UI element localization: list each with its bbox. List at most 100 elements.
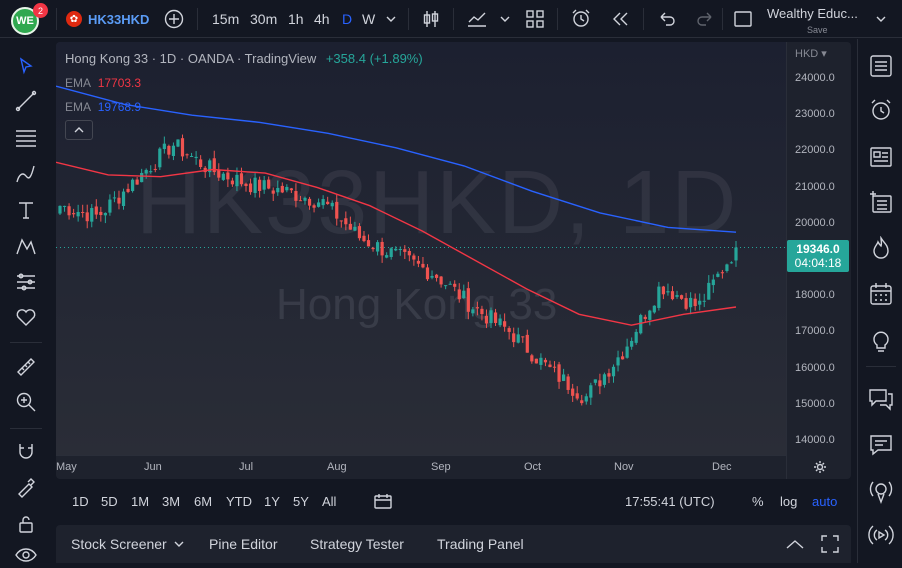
alarm-clock-icon[interactable] [867, 96, 895, 124]
chevron-down-icon[interactable] [876, 0, 886, 38]
candle-body [385, 255, 389, 258]
candle-body [321, 199, 325, 206]
ema-slow-legend[interactable]: EMA 19768.9 [65, 100, 141, 114]
ema-fast-legend[interactable]: EMA 17703.3 [65, 76, 141, 90]
chats-icon[interactable] [867, 385, 895, 413]
news-icon[interactable] [867, 143, 895, 171]
layout-name[interactable]: Wealthy Educ... [767, 5, 858, 21]
log-toggle[interactable]: log [780, 493, 798, 509]
fullscreen-icon[interactable] [733, 0, 753, 38]
candle-body [353, 226, 357, 231]
candle-body [140, 172, 144, 183]
interval-30m[interactable]: 30m [250, 11, 278, 27]
maximize-icon[interactable] [821, 525, 839, 563]
pattern-icon[interactable] [13, 233, 39, 259]
alert-icon[interactable] [570, 0, 592, 38]
interval-1h[interactable]: 1h [288, 11, 304, 27]
candle-body [244, 183, 248, 187]
plot-area[interactable] [56, 42, 786, 455]
tab-pine-editor[interactable]: Pine Editor [209, 536, 278, 552]
fib-retracement-icon[interactable] [13, 125, 39, 151]
auto-toggle[interactable]: auto [812, 493, 838, 509]
save-label[interactable]: Save [807, 25, 828, 35]
last-price-label: 19346.0 04:04:18 [787, 240, 849, 272]
interval-d[interactable]: D [342, 11, 353, 27]
indicators-icon[interactable] [466, 0, 488, 38]
collapse-legend-button[interactable] [65, 120, 93, 140]
candle-body [625, 346, 629, 358]
range-ytd[interactable]: YTD [226, 493, 252, 509]
candles-icon[interactable] [421, 0, 441, 38]
candlestick-chart[interactable] [56, 42, 786, 455]
chevron-up-icon[interactable] [786, 525, 804, 563]
range-3m[interactable]: 3M [162, 493, 181, 509]
symbol-search[interactable]: HK33HKD [88, 11, 150, 27]
utc-clock[interactable]: 17:55:41 (UTC) [625, 493, 715, 509]
date-range-icon[interactable] [374, 481, 392, 521]
watchlist-icon[interactable] [867, 52, 895, 80]
chevron-down-icon[interactable] [500, 0, 510, 38]
price-tick-label: 24000.0 [795, 72, 835, 84]
settings-icon[interactable] [813, 460, 827, 479]
range-6m[interactable]: 6M [194, 493, 213, 509]
data-window-icon[interactable] [867, 189, 895, 217]
streams-icon[interactable] [867, 477, 895, 505]
prediction-icon[interactable] [13, 269, 39, 295]
trend-line-icon[interactable] [13, 88, 39, 114]
tab-stock-screener[interactable]: Stock Screener [71, 536, 167, 552]
candle-body [475, 307, 479, 309]
candle-body [135, 179, 139, 185]
candle-body [194, 156, 198, 159]
add-symbol-button[interactable] [164, 0, 184, 38]
range-1d[interactable]: 1D [72, 493, 89, 509]
notification-badge: 2 [33, 3, 48, 18]
candle-body [557, 364, 561, 382]
lock-icon[interactable] [13, 511, 39, 537]
layout-grid-icon[interactable] [525, 0, 545, 38]
replay-icon[interactable] [610, 0, 630, 38]
messages-icon[interactable] [867, 431, 895, 459]
ema-label: EMA [65, 100, 91, 114]
broadcast-icon[interactable] [867, 521, 895, 549]
redo-icon[interactable] [695, 0, 715, 38]
text-icon[interactable] [13, 197, 39, 223]
percent-toggle[interactable]: % [752, 493, 764, 509]
eye-icon[interactable] [13, 542, 39, 568]
tab-strategy-tester[interactable]: Strategy Tester [310, 536, 404, 552]
cursor-icon[interactable] [13, 53, 39, 79]
chart-pane[interactable]: HK33HKD, 1D Hong Kong 33 Hong Kong 33 · … [56, 42, 851, 479]
month-label: Sep [431, 461, 451, 473]
chevron-down-icon[interactable] [386, 0, 396, 38]
ema-label: EMA [65, 76, 91, 90]
candle-body [711, 279, 715, 286]
ideas-lightbulb-icon[interactable] [867, 327, 895, 355]
interval-15m[interactable]: 15m [212, 11, 240, 27]
heart-icon[interactable] [13, 304, 39, 330]
candle-body [657, 286, 661, 308]
tab-trading-panel[interactable]: Trading Panel [437, 536, 524, 552]
range-5y[interactable]: 5Y [293, 493, 309, 509]
candle-body [698, 300, 702, 305]
brush-icon[interactable] [13, 161, 39, 187]
range-all[interactable]: All [322, 493, 337, 509]
hotlist-icon[interactable] [867, 234, 895, 262]
candle-body [439, 276, 443, 285]
interval-w[interactable]: W [362, 11, 376, 27]
ruler-icon[interactable] [13, 354, 39, 380]
currency-label[interactable]: HKD ▾ [795, 48, 827, 60]
candle-body [271, 190, 275, 194]
range-1y[interactable]: 1Y [264, 493, 280, 509]
interval-4h[interactable]: 4h [314, 11, 330, 27]
range-5d[interactable]: 5D [101, 493, 118, 509]
time-axis[interactable]: May Jun Jul Aug Sep Oct Nov Dec [56, 455, 786, 479]
chevron-down-icon[interactable] [174, 525, 184, 563]
chart-title[interactable]: Hong Kong 33 · 1D · OANDA · TradingView … [65, 51, 423, 66]
zoom-in-icon[interactable] [13, 389, 39, 415]
lock-drawings-icon[interactable] [13, 474, 39, 500]
price-axis[interactable]: HKD ▾ 24000.0 23000.0 22000.0 21000.0 20000.… [786, 42, 851, 479]
magnet-icon[interactable] [13, 438, 39, 464]
range-1m[interactable]: 1M [131, 493, 150, 509]
calendar-icon[interactable] [867, 280, 895, 308]
undo-icon[interactable] [657, 0, 677, 38]
divider [10, 428, 42, 429]
